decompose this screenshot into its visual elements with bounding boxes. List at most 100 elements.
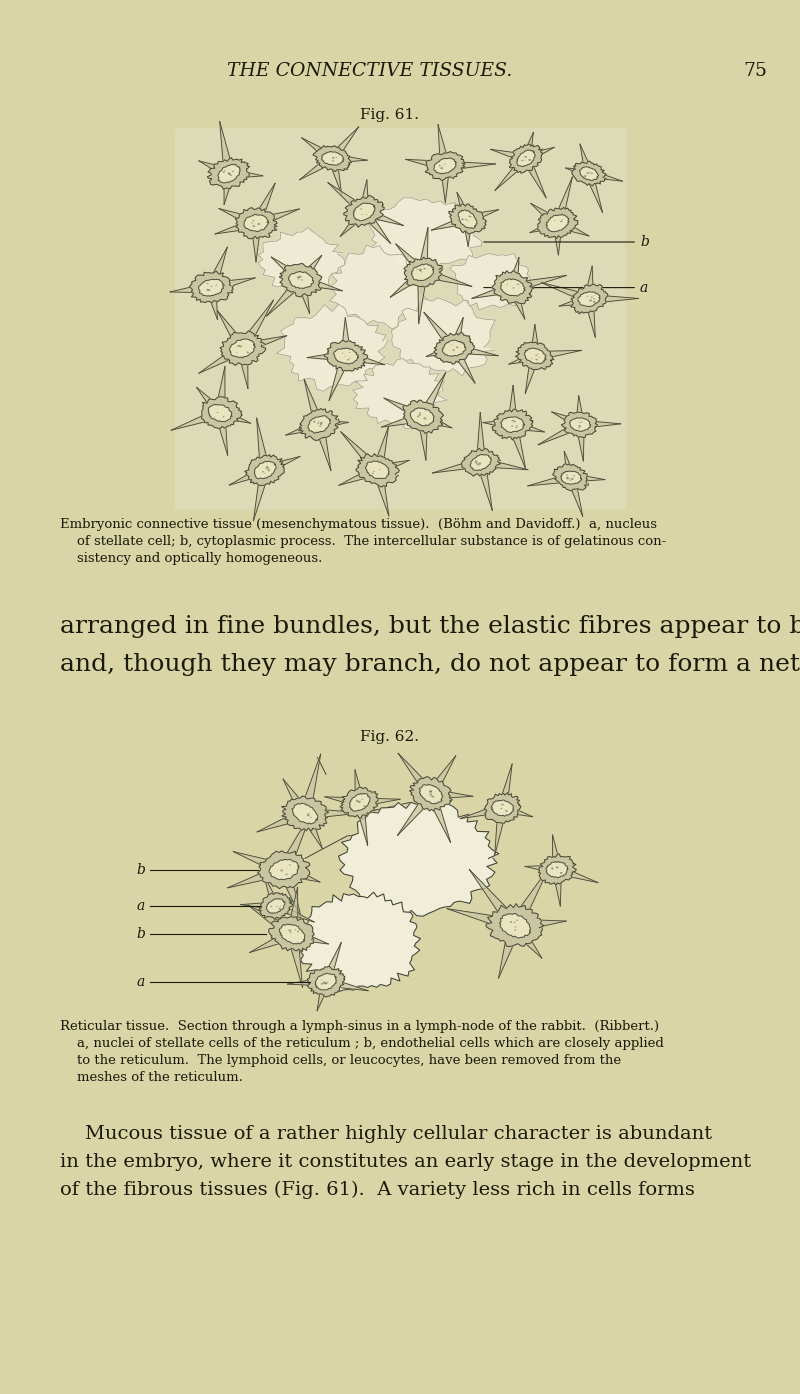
Polygon shape [498, 924, 520, 979]
Polygon shape [442, 340, 466, 357]
Ellipse shape [578, 425, 581, 427]
Polygon shape [426, 793, 450, 842]
Ellipse shape [286, 874, 288, 875]
Ellipse shape [321, 983, 323, 984]
Polygon shape [554, 177, 572, 223]
Ellipse shape [474, 460, 478, 463]
Ellipse shape [514, 930, 516, 931]
Ellipse shape [360, 208, 362, 209]
Polygon shape [340, 788, 378, 818]
Polygon shape [266, 899, 285, 913]
Ellipse shape [266, 467, 269, 468]
Polygon shape [553, 464, 589, 491]
Polygon shape [297, 280, 310, 314]
Polygon shape [534, 350, 582, 360]
Polygon shape [396, 244, 425, 275]
Polygon shape [494, 807, 506, 856]
Text: a: a [137, 974, 145, 988]
Text: THE CONNECTIVE TISSUES.: THE CONNECTIVE TISSUES. [227, 61, 513, 79]
Polygon shape [360, 180, 369, 212]
Polygon shape [170, 283, 211, 293]
Text: Fig. 62.: Fig. 62. [361, 730, 419, 744]
Polygon shape [525, 866, 558, 874]
Polygon shape [218, 164, 240, 183]
Polygon shape [329, 354, 350, 400]
Polygon shape [220, 121, 234, 174]
Polygon shape [362, 210, 390, 244]
Ellipse shape [358, 802, 360, 803]
Polygon shape [499, 913, 530, 938]
Polygon shape [255, 209, 299, 227]
Polygon shape [197, 388, 222, 415]
Polygon shape [512, 421, 544, 432]
Polygon shape [558, 866, 598, 882]
Ellipse shape [524, 156, 527, 158]
Polygon shape [418, 417, 427, 460]
Polygon shape [229, 169, 262, 178]
Polygon shape [218, 408, 250, 424]
Polygon shape [568, 477, 582, 516]
Polygon shape [546, 215, 569, 231]
Polygon shape [431, 789, 473, 799]
Ellipse shape [438, 164, 441, 166]
Polygon shape [300, 754, 321, 814]
Polygon shape [501, 279, 525, 296]
Polygon shape [538, 422, 581, 445]
Polygon shape [286, 421, 320, 435]
Ellipse shape [590, 173, 593, 174]
Ellipse shape [418, 269, 422, 270]
Ellipse shape [423, 417, 426, 420]
Polygon shape [234, 852, 286, 874]
Ellipse shape [590, 300, 592, 301]
Polygon shape [265, 457, 300, 474]
Polygon shape [250, 183, 275, 223]
Text: a, nuclei of stellate cells of the reticulum ; b, endothelial cells which are cl: a, nuclei of stellate cells of the retic… [60, 1037, 664, 1050]
Polygon shape [382, 413, 423, 427]
Polygon shape [356, 803, 368, 845]
Polygon shape [214, 367, 225, 413]
Polygon shape [338, 800, 499, 916]
Polygon shape [207, 158, 250, 190]
Text: b: b [484, 236, 649, 250]
Polygon shape [522, 132, 534, 159]
Ellipse shape [230, 174, 232, 176]
Text: arranged in fine bundles, but the elastic fibres appear to be  isolated,: arranged in fine bundles, but the elasti… [60, 615, 800, 638]
Ellipse shape [363, 806, 366, 807]
Polygon shape [576, 424, 584, 461]
Ellipse shape [298, 276, 302, 277]
Polygon shape [218, 311, 246, 350]
Polygon shape [319, 420, 348, 429]
Polygon shape [305, 809, 362, 818]
Polygon shape [525, 148, 554, 162]
Ellipse shape [584, 176, 586, 177]
Polygon shape [451, 347, 475, 383]
Polygon shape [330, 127, 358, 160]
Polygon shape [199, 346, 244, 374]
Ellipse shape [258, 223, 260, 224]
Ellipse shape [591, 297, 593, 298]
Polygon shape [589, 170, 622, 181]
Polygon shape [272, 906, 280, 934]
Polygon shape [367, 198, 482, 272]
Ellipse shape [307, 813, 310, 814]
Polygon shape [449, 204, 486, 234]
Polygon shape [511, 923, 542, 958]
Polygon shape [308, 415, 330, 434]
Polygon shape [530, 325, 539, 355]
Ellipse shape [513, 287, 514, 289]
Polygon shape [355, 769, 364, 803]
Polygon shape [406, 159, 446, 170]
Polygon shape [289, 272, 314, 289]
Ellipse shape [561, 220, 562, 222]
Ellipse shape [323, 981, 326, 984]
Polygon shape [570, 284, 608, 314]
Polygon shape [552, 413, 581, 428]
Ellipse shape [588, 171, 590, 173]
Polygon shape [238, 300, 274, 351]
Ellipse shape [320, 422, 322, 424]
Ellipse shape [266, 466, 268, 467]
Polygon shape [230, 339, 255, 358]
Polygon shape [411, 263, 434, 280]
Polygon shape [507, 258, 519, 289]
Polygon shape [279, 870, 301, 917]
